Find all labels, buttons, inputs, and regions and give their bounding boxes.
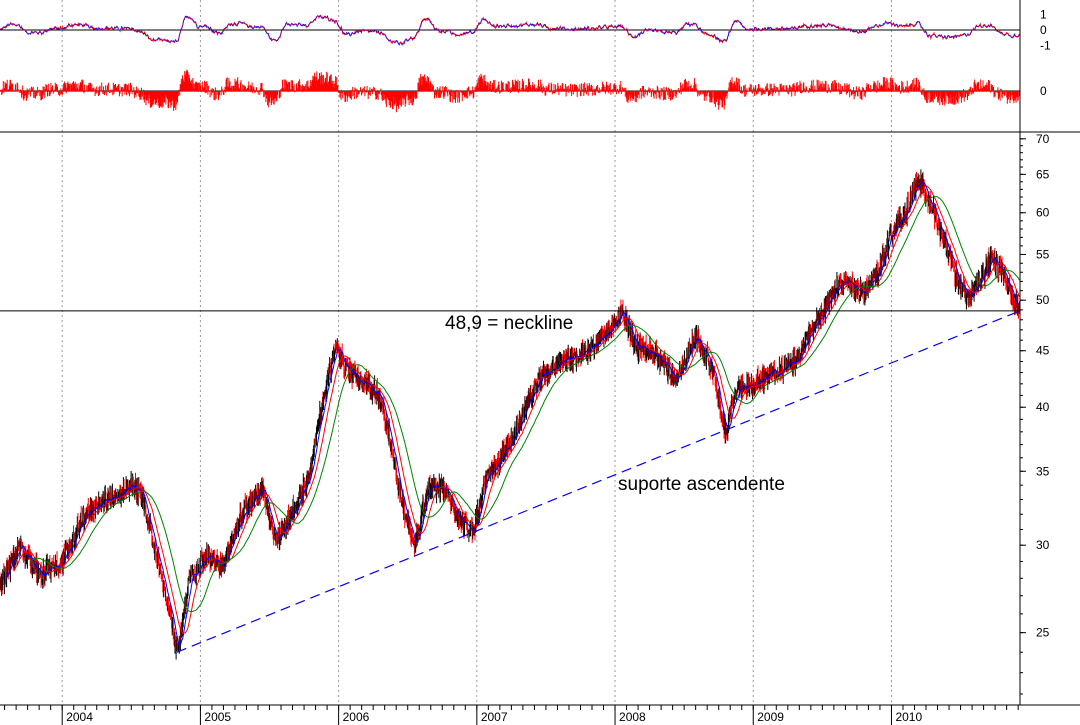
y-tick-label: 55: [1036, 247, 1050, 261]
moving-average-line: [29, 195, 1020, 612]
x-tick-label: 2010: [895, 710, 922, 724]
oscillator-tick-label: -1: [1040, 39, 1051, 53]
neckline-label: 48,9 = neckline: [445, 313, 573, 334]
x-tick-label: 2004: [66, 710, 93, 724]
moving-average-line: [13, 185, 1021, 634]
x-tick-label: 2006: [343, 710, 370, 724]
y-tick-label: 60: [1036, 206, 1050, 220]
y-tick-label: 30: [1036, 538, 1050, 552]
oscillator-tick-label: 1: [1040, 8, 1047, 22]
oscillator-tick-label: 0: [1040, 23, 1047, 37]
y-tick-label: 25: [1036, 626, 1050, 640]
histogram-tick-label: 0: [1040, 84, 1047, 98]
y-tick-label: 35: [1036, 464, 1050, 478]
support-line: [176, 310, 1021, 653]
x-tick-label: 2009: [757, 710, 784, 724]
moving-average-line: [5, 180, 1020, 646]
x-tick-label: 2005: [204, 710, 231, 724]
y-tick-label: 50: [1036, 293, 1050, 307]
support-label: suporte ascendente: [618, 474, 785, 495]
x-tick-label: 2008: [619, 710, 646, 724]
histogram-panel: [0, 69, 1021, 113]
y-tick-label: 45: [1036, 344, 1050, 358]
oscillator-line-red: [0, 13, 1020, 46]
y-tick-label: 40: [1036, 400, 1050, 414]
price-panel: [0, 169, 1021, 660]
y-tick-label: 65: [1036, 167, 1050, 181]
annotations: 48,9 = neckline suporte ascendente: [0, 310, 1021, 653]
y-tick-label: 70: [1036, 132, 1050, 146]
oscillator-panel: [0, 13, 1020, 46]
x-tick-label: 2007: [481, 710, 508, 724]
